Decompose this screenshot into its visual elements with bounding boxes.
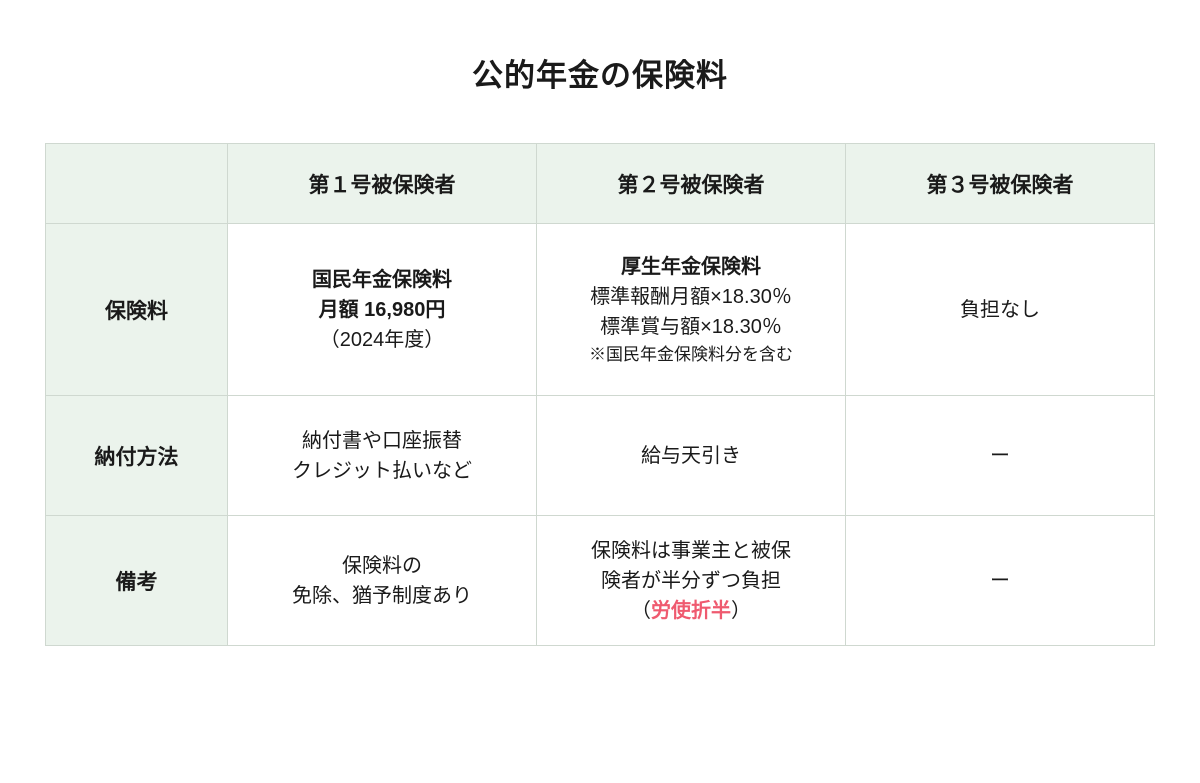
highlight-term: 労使折半 [651, 600, 731, 622]
table-header-row: 第１号被保険者 第２号被保険者 第３号被保険者 [46, 144, 1155, 224]
cell-notes-col3: ー [846, 516, 1155, 646]
cell-premium-col3: 負担なし [846, 224, 1155, 396]
cell-text: 標準報酬月額×18.30％ [547, 282, 835, 312]
cell-text: （2024年度） [238, 325, 526, 355]
cell-text: 保険料は事業主と被保 [547, 536, 835, 566]
cell-text: 納付書や口座振替 [238, 426, 526, 456]
cell-method-col2: 給与天引き [537, 396, 846, 516]
cell-method-col1: 納付書や口座振替 クレジット払いなど [228, 396, 537, 516]
cell-text: 保険料の [238, 551, 526, 581]
cell-text: 国民年金保険料 [238, 265, 526, 295]
cell-premium-col2: 厚生年金保険料 標準報酬月額×18.30％ 標準賞与額×18.30％ ※国民年金… [537, 224, 846, 396]
cell-text: ※国民年金保険料分を含む [547, 342, 835, 368]
header-col2: 第２号被保険者 [537, 144, 846, 224]
page-title: 公的年金の保険料 [45, 50, 1155, 95]
table-row-premium: 保険料 国民年金保険料 月額 16,980円 （2024年度） 厚生年金保険料 … [46, 224, 1155, 396]
table-row-notes: 備考 保険料の 免除、猶予制度あり 保険料は事業主と被保 険者が半分ずつ負担 （… [46, 516, 1155, 646]
cell-text: 月額 16,980円 [238, 295, 526, 325]
cell-premium-col1: 国民年金保険料 月額 16,980円 （2024年度） [228, 224, 537, 396]
cell-text: 厚生年金保険料 [547, 252, 835, 282]
table-row-method: 納付方法 納付書や口座振替 クレジット払いなど 給与天引き ー [46, 396, 1155, 516]
cell-text: （労使折半） [547, 596, 835, 626]
header-col1: 第１号被保険者 [228, 144, 537, 224]
cell-text: 険者が半分ずつ負担 [547, 566, 835, 596]
cell-text: クレジット払いなど [238, 456, 526, 486]
paren-open: （ [631, 600, 651, 622]
cell-text: 免除、猶予制度あり [238, 581, 526, 611]
cell-text: 標準賞与額×18.30％ [547, 312, 835, 342]
row-header-premium: 保険料 [46, 224, 228, 396]
paren-close: ） [731, 600, 751, 622]
cell-notes-col2: 保険料は事業主と被保 険者が半分ずつ負担 （労使折半） [537, 516, 846, 646]
pension-premium-table: 第１号被保険者 第２号被保険者 第３号被保険者 保険料 国民年金保険料 月額 1… [45, 143, 1155, 646]
header-blank [46, 144, 228, 224]
cell-method-col3: ー [846, 396, 1155, 516]
header-col3: 第３号被保険者 [846, 144, 1155, 224]
row-header-method: 納付方法 [46, 396, 228, 516]
cell-notes-col1: 保険料の 免除、猶予制度あり [228, 516, 537, 646]
row-header-notes: 備考 [46, 516, 228, 646]
